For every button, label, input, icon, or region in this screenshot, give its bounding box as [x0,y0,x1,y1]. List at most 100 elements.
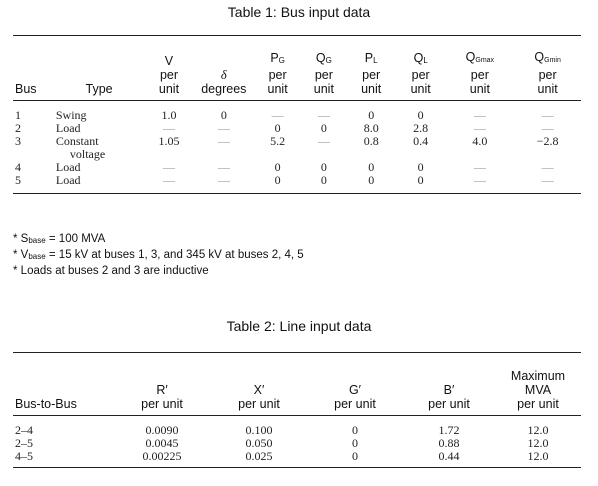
header-delta: δ degrees [201,68,247,96]
cell-mva: 12.0 [527,449,549,463]
header-bus-to-bus: Bus-to-Bus [15,397,77,411]
cell-qgmin: −2.8 [536,134,559,148]
cell-bus: 4 [15,160,21,174]
cell-delta: — [217,134,230,148]
header-pg: PG per unit [267,51,288,96]
cell-type: Load [55,173,81,187]
cell-qg: 0 [320,160,327,174]
cell-b: 0.88 [438,436,460,450]
cell-bus-to-bus: 2–4 [15,423,33,437]
cell-qgmin: — [541,173,554,187]
cell-qg: — [317,108,330,122]
table2-caption: Table 2: Line input data [226,318,372,334]
cell-bus: 1 [15,108,21,122]
cell-pg: 5.2 [270,134,286,148]
cell-bus: 3 [15,134,21,148]
cell-v: — [162,121,175,135]
cell-type: Load [55,121,81,135]
cell-type: Swing [55,108,87,122]
cell-ql: 0 [417,173,424,187]
cell-qgmax: — [473,160,486,174]
cell-v: — [162,173,175,187]
cell-v: — [162,160,175,174]
header-type: Type [85,82,113,96]
header-ql: QL per unit [410,51,431,96]
cell-pl: 0 [368,173,375,187]
header-pl: PL per unit [361,51,382,96]
header-b: B′ per unit [428,383,470,411]
cell-type: Constant voltage [55,134,106,161]
table-row: 5 Load — — 0 0 0 0 — — [13,174,581,194]
table-row: 2 Load — — 0 0 8.0 2.8 — — [13,122,581,135]
cell-bus: 2 [15,121,21,135]
cell-delta: 0 [220,108,227,122]
header-qg: QG per unit [313,51,334,96]
table1-notes: * Sbase = 100 MVA * Vbase = 15 kV at bus… [13,232,304,278]
cell-pl: 8.0 [363,121,379,135]
cell-g: 0 [352,449,358,463]
table-row: 4 Load — — 0 0 0 0 — — [13,161,581,174]
cell-x: 0.025 [245,449,273,463]
cell-b: 1.72 [438,423,460,437]
cell-bus: 5 [15,173,21,187]
cell-x: 0.050 [245,436,273,450]
cell-mva: 12.0 [527,423,549,437]
header-g: G′ per unit [334,383,376,411]
header-x: X′ per unit [238,383,280,411]
cell-qgmax: — [473,108,486,122]
table-row: 2–5 0.0045 0.050 0 0.88 12.0 [13,437,581,450]
table-row: 4–5 0.00225 0.025 0 0.44 12.0 [13,450,581,468]
cell-pg: 0 [274,160,281,174]
cell-pl: 0 [368,108,375,122]
cell-v: 1.0 [161,108,177,122]
cell-ql: 0.4 [413,134,429,148]
cell-r: 0.0090 [145,423,179,437]
cell-r: 0.00225 [142,449,182,463]
cell-qgmax: 4.0 [472,134,488,148]
header-r: R′ per unit [141,383,183,411]
cell-pl: 0.8 [363,134,379,148]
cell-delta: — [217,173,230,187]
cell-r: 0.0045 [145,436,179,450]
note-vbase: * Vbase = 15 kV at buses 1, 3, and 345 k… [13,249,304,261]
cell-x: 0.100 [245,423,273,437]
cell-qgmax: — [473,173,486,187]
cell-g: 0 [352,436,358,450]
cell-pg: — [271,108,284,122]
cell-qgmin: — [541,160,554,174]
line-input-table: Bus-to-Bus R′ per unit X′ per unit G′ pe… [13,352,581,468]
table-row: 2–4 0.0090 0.100 0 1.72 12.0 [13,416,581,438]
cell-delta: — [217,160,230,174]
cell-qgmin: — [541,108,554,122]
bus-input-table: Bus Type V per unit δ degrees PG per uni… [13,35,581,194]
cell-v: 1.05 [158,134,180,148]
cell-ql: 0 [417,160,424,174]
header-qgmax: QGmax per unit [465,50,495,96]
header-v: V per unit [158,54,180,96]
cell-pl: 0 [368,160,375,174]
header-max-mva: Maximum MVA per unit [510,369,566,411]
cell-qg: — [317,134,330,148]
table-row: 3 Constant voltage 1.05 — 5.2 — 0.8 0.4 … [13,135,581,161]
cell-mva: 12.0 [527,436,549,450]
header-bus: Bus [15,82,37,96]
header-qgmin: QGmin per unit [534,50,561,96]
cell-delta: — [217,121,230,135]
cell-ql: 2.8 [413,121,429,135]
table-row: 1 Swing 1.0 0 — — 0 0 — — [13,101,581,123]
cell-qg: 0 [320,121,327,135]
cell-qgmin: — [541,121,554,135]
cell-qg: 0 [320,173,327,187]
cell-qgmax: — [473,121,486,135]
cell-b: 0.44 [438,449,460,463]
cell-pg: 0 [274,173,281,187]
note-sbase: * Sbase = 100 MVA [13,233,106,245]
cell-bus-to-bus: 2–5 [15,436,33,450]
cell-type: Load [55,160,81,174]
cell-bus-to-bus: 4–5 [15,449,33,463]
cell-pg: 0 [274,121,281,135]
table1-caption: Table 1: Bus input data [227,4,371,20]
cell-g: 0 [352,423,358,437]
note-loads: * Loads at buses 2 and 3 are inductive [13,265,209,277]
cell-ql: 0 [417,108,424,122]
